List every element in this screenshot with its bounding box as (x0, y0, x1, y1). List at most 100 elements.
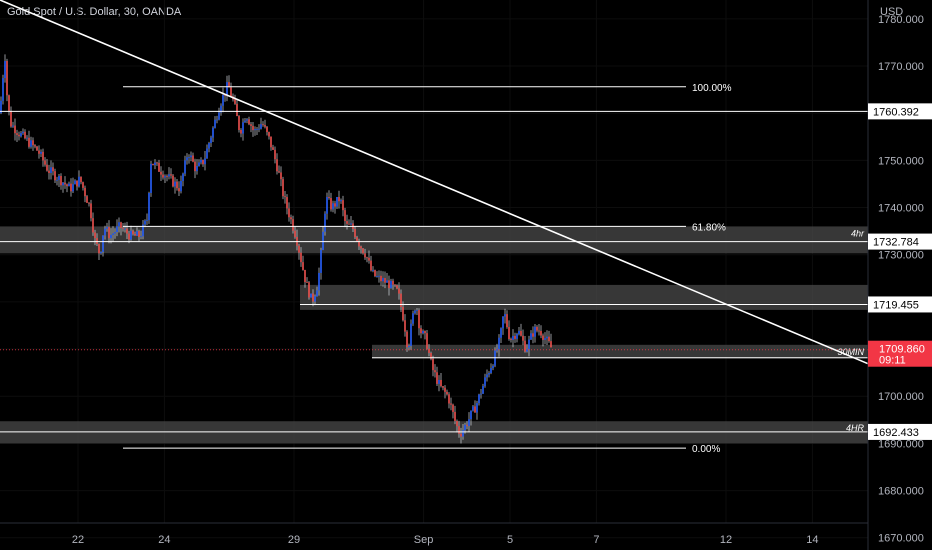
candle-body (348, 223, 350, 225)
candle-body (502, 316, 504, 329)
candle-body (368, 257, 370, 261)
candle-body (30, 140, 32, 147)
candle-body (20, 133, 22, 137)
candle-body (74, 180, 76, 185)
candle-body (476, 403, 478, 413)
price-axis[interactable]: USD 1780.0001770.0001760.0001750.0001740… (867, 0, 932, 550)
candle-body (410, 323, 412, 346)
fib-level-label: 0.00% (692, 444, 720, 455)
candlestick-series[interactable] (0, 54, 552, 444)
candle-body (466, 424, 468, 427)
support-resistance-zones (0, 226, 868, 444)
candle-body (398, 288, 400, 294)
candle-body (544, 338, 546, 340)
candle-body (460, 433, 462, 437)
candle-body (394, 284, 396, 286)
candle-body (72, 184, 74, 192)
candle-body (522, 335, 524, 341)
time-axis[interactable]: 22 24 29 Sep 5 7 12 14 (0, 522, 868, 546)
candle-body (514, 335, 516, 339)
candle-body (316, 290, 318, 297)
trendline[interactable] (0, 0, 869, 365)
candle-body (486, 374, 488, 378)
candle-body (82, 182, 84, 188)
candle-body (354, 229, 356, 238)
candle-body (372, 270, 374, 271)
candle-body (190, 155, 192, 158)
candle-body (424, 331, 426, 334)
candle-body (272, 147, 274, 150)
candle-body (52, 167, 54, 172)
candle-body (194, 161, 196, 172)
candle-body (138, 231, 140, 238)
candle-body (298, 245, 300, 253)
candle-body (498, 337, 500, 350)
candle-body (426, 333, 428, 349)
candle-body (86, 196, 88, 203)
candle-body (350, 223, 352, 225)
candle-body (18, 134, 20, 137)
zone-rect[interactable] (372, 344, 868, 359)
price-tick-label: 1690.000 (878, 438, 924, 450)
candle-body (54, 171, 56, 181)
candle-body (542, 335, 544, 340)
candle-body (204, 158, 206, 165)
candle-body (136, 231, 138, 236)
candle-body (154, 162, 156, 165)
candle-body (392, 280, 394, 285)
candle-body (76, 180, 78, 187)
candle-body (172, 175, 174, 187)
horizontal-levels[interactable]: 4hr 30MIN 4HR (0, 110, 868, 433)
zone-rect[interactable] (0, 226, 868, 254)
candle-body (226, 82, 228, 96)
candle-body (170, 174, 172, 176)
zone-rect[interactable] (300, 284, 868, 310)
candle-body (454, 411, 456, 421)
candle-body (228, 82, 230, 88)
candle-body (450, 403, 452, 405)
candle-body (98, 243, 100, 254)
candle-body (328, 197, 330, 198)
fibonacci-retracement[interactable]: 100.00% 61.80% 0.00% (123, 83, 732, 455)
candle-body (382, 278, 384, 282)
time-tick-label: 7 (593, 534, 599, 546)
candle-body (448, 394, 450, 404)
candle-body (480, 393, 482, 395)
candle-body (344, 210, 346, 222)
candle-body (524, 340, 526, 352)
trendline-line[interactable] (0, 0, 869, 365)
candle-body (152, 163, 154, 165)
price-tick-label: 1770.000 (878, 61, 924, 73)
candle-body (168, 174, 170, 177)
candle-body (284, 196, 286, 198)
candle-body (22, 131, 24, 134)
time-tick-label: 22 (72, 534, 84, 546)
level-timeframe-tag: 4hr (851, 228, 865, 238)
candle-body (114, 232, 116, 234)
candle-body (164, 176, 166, 178)
level-price-box (868, 233, 932, 250)
candle-body (308, 282, 310, 298)
candle-body (234, 99, 236, 104)
candle-body (302, 262, 304, 270)
candle-body (418, 310, 420, 329)
candle-body (500, 328, 502, 338)
time-tick-label: 14 (806, 534, 818, 546)
candle-body (12, 125, 14, 127)
candle-body (364, 253, 366, 258)
candle-body (108, 226, 110, 239)
candle-body (370, 260, 372, 271)
candle-body (282, 179, 284, 197)
candle-body (318, 272, 320, 291)
candle-body (10, 111, 12, 127)
fib-level-label: 61.80% (692, 222, 726, 233)
time-tick-label: Sep (414, 534, 434, 546)
bar-countdown-label: 09:11 (879, 355, 906, 367)
candle-body (198, 162, 200, 166)
candle-body (118, 222, 120, 227)
candle-body (60, 175, 62, 186)
candle-body (254, 129, 256, 131)
candle-body (472, 406, 474, 411)
time-tick-label: 12 (720, 534, 732, 546)
